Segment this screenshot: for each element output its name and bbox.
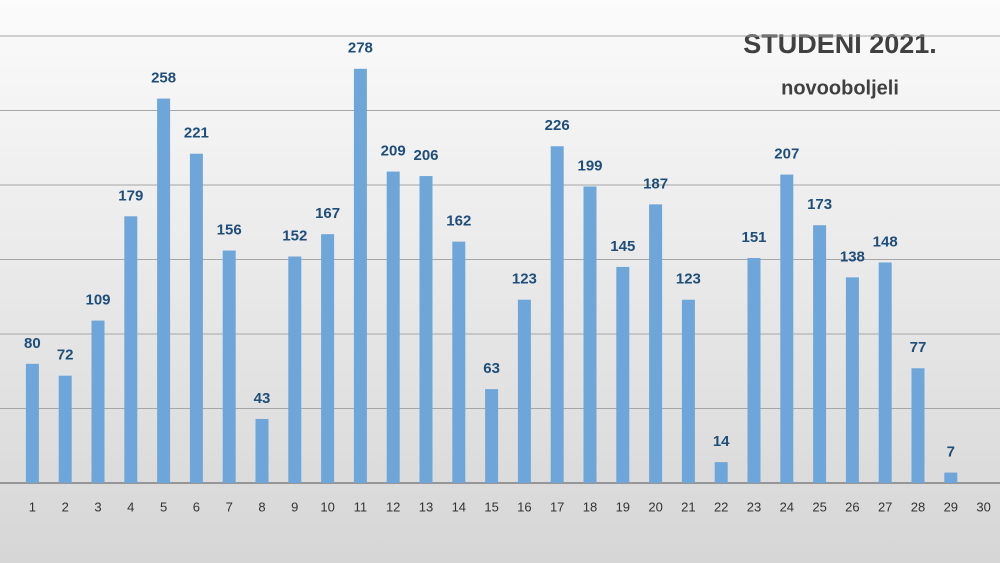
- bar: [714, 462, 728, 483]
- bar: [845, 277, 859, 483]
- x-tick-label: 1: [29, 499, 36, 514]
- data-label: 123: [676, 271, 701, 288]
- bar: [780, 174, 794, 483]
- data-label: 152: [282, 227, 307, 244]
- bar: [157, 98, 171, 483]
- data-label: 43: [254, 390, 271, 407]
- bar: [485, 389, 499, 483]
- x-tick-label: 24: [780, 499, 794, 514]
- bar: [517, 299, 531, 483]
- data-label: 209: [381, 143, 406, 160]
- bar: [649, 204, 663, 483]
- x-tick-label: 29: [944, 499, 958, 514]
- bar: [288, 256, 302, 483]
- bar: [681, 299, 695, 483]
- bar: [583, 186, 597, 484]
- data-label: 199: [577, 157, 602, 174]
- x-tick-label: 5: [160, 499, 167, 514]
- bar: [353, 68, 367, 483]
- data-label: 148: [873, 233, 898, 250]
- x-tick-label: 9: [291, 499, 298, 514]
- bar: [550, 146, 564, 483]
- data-label: 179: [118, 187, 143, 204]
- x-tick-label: 13: [419, 499, 433, 514]
- x-tick-label: 21: [681, 499, 695, 514]
- data-label: 63: [483, 360, 500, 377]
- bar: [813, 225, 827, 484]
- x-tick-label: 18: [583, 499, 597, 514]
- data-label: 173: [807, 196, 832, 213]
- bar: [255, 418, 269, 483]
- data-label: 80: [24, 335, 41, 352]
- x-tick-label: 28: [911, 499, 925, 514]
- bar: [58, 375, 72, 483]
- bar: [91, 320, 105, 483]
- data-label: 156: [217, 222, 242, 239]
- bar: [616, 266, 630, 483]
- bar: [911, 368, 925, 483]
- x-tick-label: 22: [714, 499, 728, 514]
- data-label: 77: [910, 339, 927, 356]
- data-label: 109: [85, 292, 110, 309]
- x-tick-label: 14: [452, 499, 466, 514]
- x-tick-label: 17: [550, 499, 564, 514]
- data-label: 145: [610, 238, 635, 255]
- bar: [419, 176, 433, 483]
- x-tick-label: 12: [386, 499, 400, 514]
- x-tick-label: 30: [976, 499, 990, 514]
- data-label: 123: [512, 271, 537, 288]
- x-tick-label: 8: [258, 499, 265, 514]
- x-tick-label: 25: [812, 499, 826, 514]
- x-tick-label: 11: [354, 499, 368, 514]
- data-label: 138: [840, 248, 865, 265]
- x-tick-label: 26: [845, 499, 859, 514]
- bar: [747, 258, 761, 483]
- data-label: 226: [545, 117, 570, 134]
- data-label: 207: [774, 146, 799, 163]
- data-label: 221: [184, 125, 209, 142]
- x-tick-label: 2: [62, 499, 69, 514]
- x-tick-label: 19: [616, 499, 630, 514]
- x-tick-label: 27: [878, 499, 892, 514]
- chart-title: STUDENI 2021.: [743, 29, 937, 59]
- x-tick-label: 10: [320, 499, 334, 514]
- bar: [386, 171, 400, 483]
- bar: [878, 262, 892, 483]
- data-label: 206: [413, 147, 438, 164]
- data-label: 162: [446, 213, 471, 230]
- x-tick-label: 15: [484, 499, 498, 514]
- x-tick-label: 6: [193, 499, 200, 514]
- data-label: 151: [741, 229, 766, 246]
- x-tick-label: 3: [94, 499, 101, 514]
- x-tick-label: 20: [648, 499, 662, 514]
- bar: [321, 234, 335, 483]
- data-label: 187: [643, 175, 668, 192]
- x-tick-label: 7: [226, 499, 233, 514]
- data-label: 7: [947, 444, 955, 461]
- x-tick-label: 16: [517, 499, 531, 514]
- data-label: 14: [713, 433, 730, 450]
- data-label: 167: [315, 205, 340, 222]
- bar: [124, 216, 138, 484]
- chart-subtitle: novooboljeli: [781, 77, 899, 99]
- data-label: 258: [151, 70, 176, 87]
- bar: [944, 472, 958, 483]
- x-tick-label: 4: [127, 499, 134, 514]
- bar: [222, 250, 236, 483]
- x-tick-label: 23: [747, 499, 761, 514]
- bar: [25, 363, 39, 483]
- bar: [189, 153, 203, 483]
- bar: [452, 241, 466, 483]
- data-label: 278: [348, 40, 373, 57]
- data-label: 72: [57, 347, 74, 364]
